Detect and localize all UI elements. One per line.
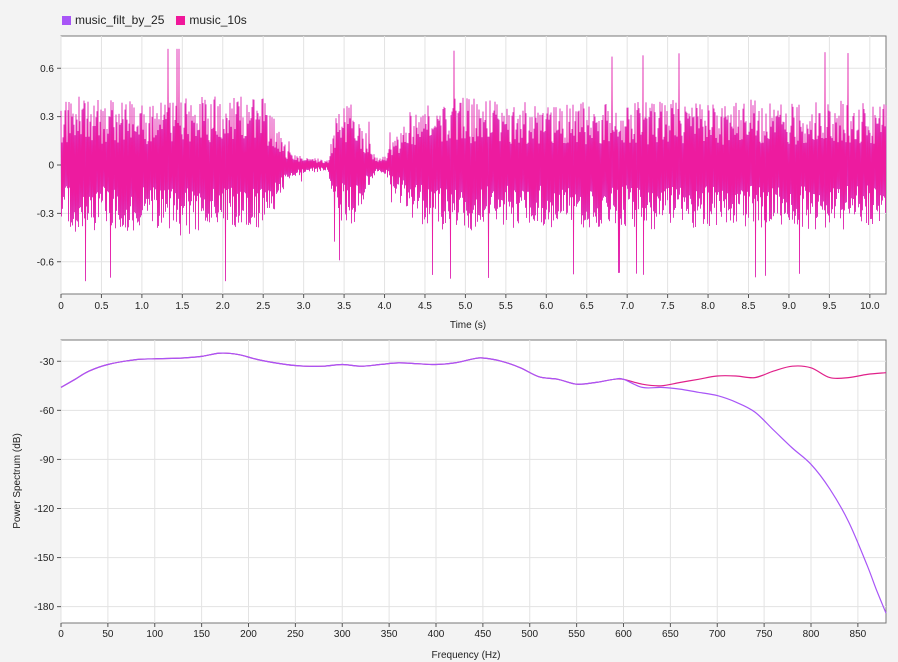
time-tick-label: 3.5 — [337, 301, 351, 312]
spectrum-plot-series — [60, 352, 887, 614]
amplitude-tick-label: 0 — [48, 161, 54, 172]
time-tick-label: 7.5 — [661, 301, 675, 312]
amplitude-tick-label: -0.3 — [37, 209, 55, 220]
time-tick-label: 9.0 — [782, 301, 796, 312]
frequency-tick-label: 150 — [193, 629, 210, 640]
time-tick-label: 3.0 — [297, 301, 311, 312]
frequency-tick-label: 800 — [803, 629, 820, 640]
frequency-tick-label: 650 — [662, 629, 679, 640]
frequency-tick-label: 850 — [850, 629, 867, 640]
power-tick-label: -60 — [40, 406, 55, 417]
legend-swatch-icon — [62, 15, 71, 25]
frequency-axis-label: Frequency (Hz) — [432, 650, 501, 661]
time-tick-label: 4.0 — [378, 301, 392, 312]
time-tick-label: 0.5 — [94, 301, 108, 312]
time-tick-label: 9.5 — [822, 301, 836, 312]
legend-label: music_10s — [189, 13, 247, 27]
time-tick-label: 1.5 — [175, 301, 189, 312]
frequency-tick-label: 200 — [240, 629, 257, 640]
power-tick-label: -180 — [34, 602, 54, 613]
legend-item-music-filt-by-25[interactable]: music_filt_by_25 — [62, 13, 164, 27]
frequency-tick-label: 550 — [568, 629, 585, 640]
time-plot-axes: 0 0.5 1.0 1.5 2.0 2.5 3.0 3.5 4.0 4.5 5.0 5.5 6.0 6.5… — [37, 64, 880, 312]
time-tick-label: 1.0 — [135, 301, 149, 312]
frequency-tick-label: 0 — [58, 629, 64, 640]
frequency-tick-label: 450 — [475, 629, 492, 640]
time-tick-label: 4.5 — [418, 301, 432, 312]
frequency-tick-label: 600 — [615, 629, 632, 640]
legend: music_filt_by_25 music_10s — [62, 13, 259, 27]
power-tick-label: -30 — [40, 357, 55, 368]
amplitude-tick-label: 0.3 — [40, 112, 54, 123]
time-tick-label: 2.0 — [216, 301, 230, 312]
frequency-tick-label: 300 — [334, 629, 351, 640]
time-tick-label: 7.0 — [620, 301, 634, 312]
frequency-tick-label: 700 — [709, 629, 726, 640]
frequency-tick-label: 750 — [756, 629, 773, 640]
spectrum-plot-area[interactable] — [60, 339, 887, 624]
spectrum-plot-grid — [60, 340, 886, 623]
time-tick-label: 8.0 — [701, 301, 715, 312]
power-tick-label: -120 — [34, 504, 54, 515]
spectrum-plot: 0 50 100 150 200 250 300 350 400 450 500 550 600 650 7… — [12, 339, 887, 661]
time-plot: 0 0.5 1.0 1.5 2.0 2.5 3.0 3.5 4.0 4.5 5.0 5.5 6.0 6.5… — [37, 35, 887, 331]
frequency-tick-label: 500 — [521, 629, 538, 640]
time-tick-label: 0 — [58, 301, 64, 312]
time-tick-label: 6.5 — [580, 301, 594, 312]
waveform-line-music-10s — [60, 48, 887, 282]
frequency-tick-label: 50 — [102, 629, 114, 640]
frequency-tick-label: 100 — [146, 629, 163, 640]
time-tick-label: 10.0 — [860, 301, 880, 312]
frequency-tick-label: 400 — [428, 629, 445, 640]
time-tick-label: 5.0 — [458, 301, 472, 312]
power-axis-label: Power Spectrum (dB) — [12, 433, 23, 529]
time-tick-label: 6.0 — [539, 301, 553, 312]
power-tick-label: -90 — [40, 455, 55, 466]
amplitude-tick-label: 0.6 — [40, 64, 54, 75]
time-axis-label: Time (s) — [450, 320, 486, 331]
spectrum-plot-axes: 0 50 100 150 200 250 300 350 400 450 500 550 600 650 7… — [34, 357, 867, 640]
legend-swatch-icon — [176, 15, 186, 25]
frequency-tick-label: 250 — [287, 629, 304, 640]
amplitude-tick-label: -0.6 — [37, 257, 55, 268]
time-tick-label: 5.5 — [499, 301, 513, 312]
legend-label: music_filt_by_25 — [75, 13, 165, 27]
frequency-tick-label: 350 — [381, 629, 398, 640]
spectrum-line-music-filt-by-25 — [60, 352, 887, 614]
time-tick-label: 8.5 — [742, 301, 756, 312]
time-plot-series — [60, 48, 887, 282]
power-tick-label: -150 — [34, 553, 54, 564]
legend-item-music-10s[interactable]: music_10s — [176, 13, 247, 27]
time-tick-label: 2.5 — [256, 301, 270, 312]
